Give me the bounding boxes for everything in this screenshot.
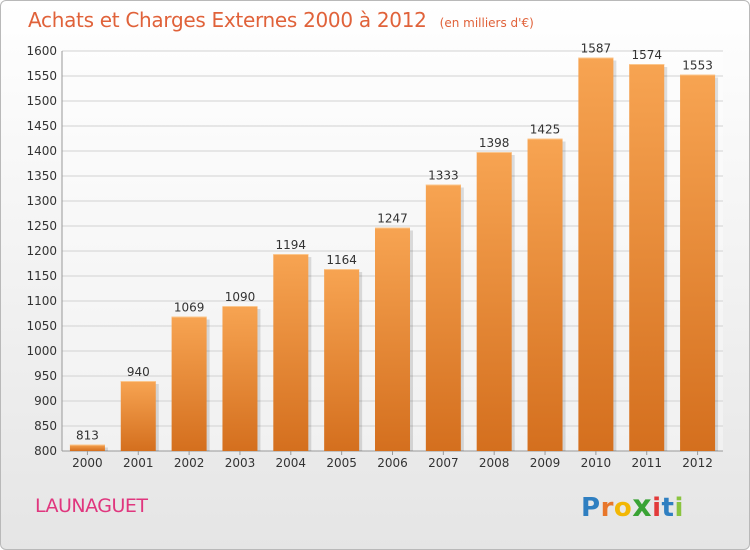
data-label: 940 [127,365,150,379]
logo-letter: P [581,493,601,523]
y-tick-label: 1000 [26,344,57,358]
x-tick-label: 2006 [377,456,408,470]
y-tick-label: 800 [34,444,57,458]
y-tick-label: 900 [34,394,57,408]
bar [375,227,410,451]
bar [425,184,461,451]
commune-name: LAUNAGUET [35,495,148,517]
y-tick-label: 1200 [26,244,57,258]
bar [171,316,207,451]
bar [578,57,614,451]
bar [222,306,258,451]
logo-letter: t [661,493,675,523]
x-tick-label: 2005 [326,456,357,470]
data-label: 1398 [479,136,510,150]
logo-letter: r [600,493,614,523]
y-tick-label: 1250 [26,219,57,233]
data-label: 1587 [581,42,612,56]
y-tick-label: 1600 [26,44,57,58]
bar [324,269,360,451]
x-tick-label: 2002 [174,456,205,470]
proxiti-logo: Proxiti [581,489,684,524]
y-tick-label: 1500 [26,94,57,108]
y-tick-label: 1100 [26,294,57,308]
logo-letter: i [674,493,684,523]
x-tick-label: 2001 [123,456,154,470]
logo-letter: i [652,493,662,523]
bar [69,444,105,451]
x-tick-label: 2008 [479,456,510,470]
bar [680,74,716,451]
data-label: 1333 [428,169,459,183]
bar [273,254,309,451]
data-label: 1425 [530,123,561,137]
logo-letter: o [613,493,633,523]
title-row: Achats et Charges Externes 2000 à 2012 (… [28,8,534,32]
y-tick-label: 1300 [26,194,57,208]
y-tick-label: 1350 [26,169,57,183]
chart-title: Achats et Charges Externes 2000 à 2012 [28,8,427,32]
y-tick-label: 1550 [26,69,57,83]
x-tick-label: 2003 [225,456,256,470]
y-tick-label: 1050 [26,319,57,333]
bar [629,64,665,451]
y-tick-label: 850 [34,419,57,433]
data-label: 1069 [174,301,205,315]
data-label: 813 [76,429,99,443]
x-tick-label: 2011 [631,456,662,470]
logo-letter: x [632,489,653,524]
x-tick-label: 2012 [682,456,713,470]
y-tick-label: 950 [34,369,57,383]
x-tick-label: 2007 [428,456,459,470]
y-tick-label: 1450 [26,119,57,133]
bar [120,381,156,451]
data-label: 1194 [276,238,307,252]
x-tick-label: 2000 [72,456,103,470]
bar [476,152,512,451]
x-tick-label: 2009 [530,456,561,470]
data-label: 1574 [631,48,662,62]
data-label: 1090 [225,290,256,304]
chart-subtitle: (en milliers d'€) [439,16,534,30]
data-label: 1164 [326,253,357,267]
x-tick-label: 2010 [581,456,612,470]
data-label: 1247 [377,212,408,226]
y-tick-label: 1400 [26,144,57,158]
data-label: 1553 [682,59,713,73]
bar [527,138,563,451]
y-tick-label: 1150 [26,269,57,283]
x-tick-label: 2004 [276,456,307,470]
